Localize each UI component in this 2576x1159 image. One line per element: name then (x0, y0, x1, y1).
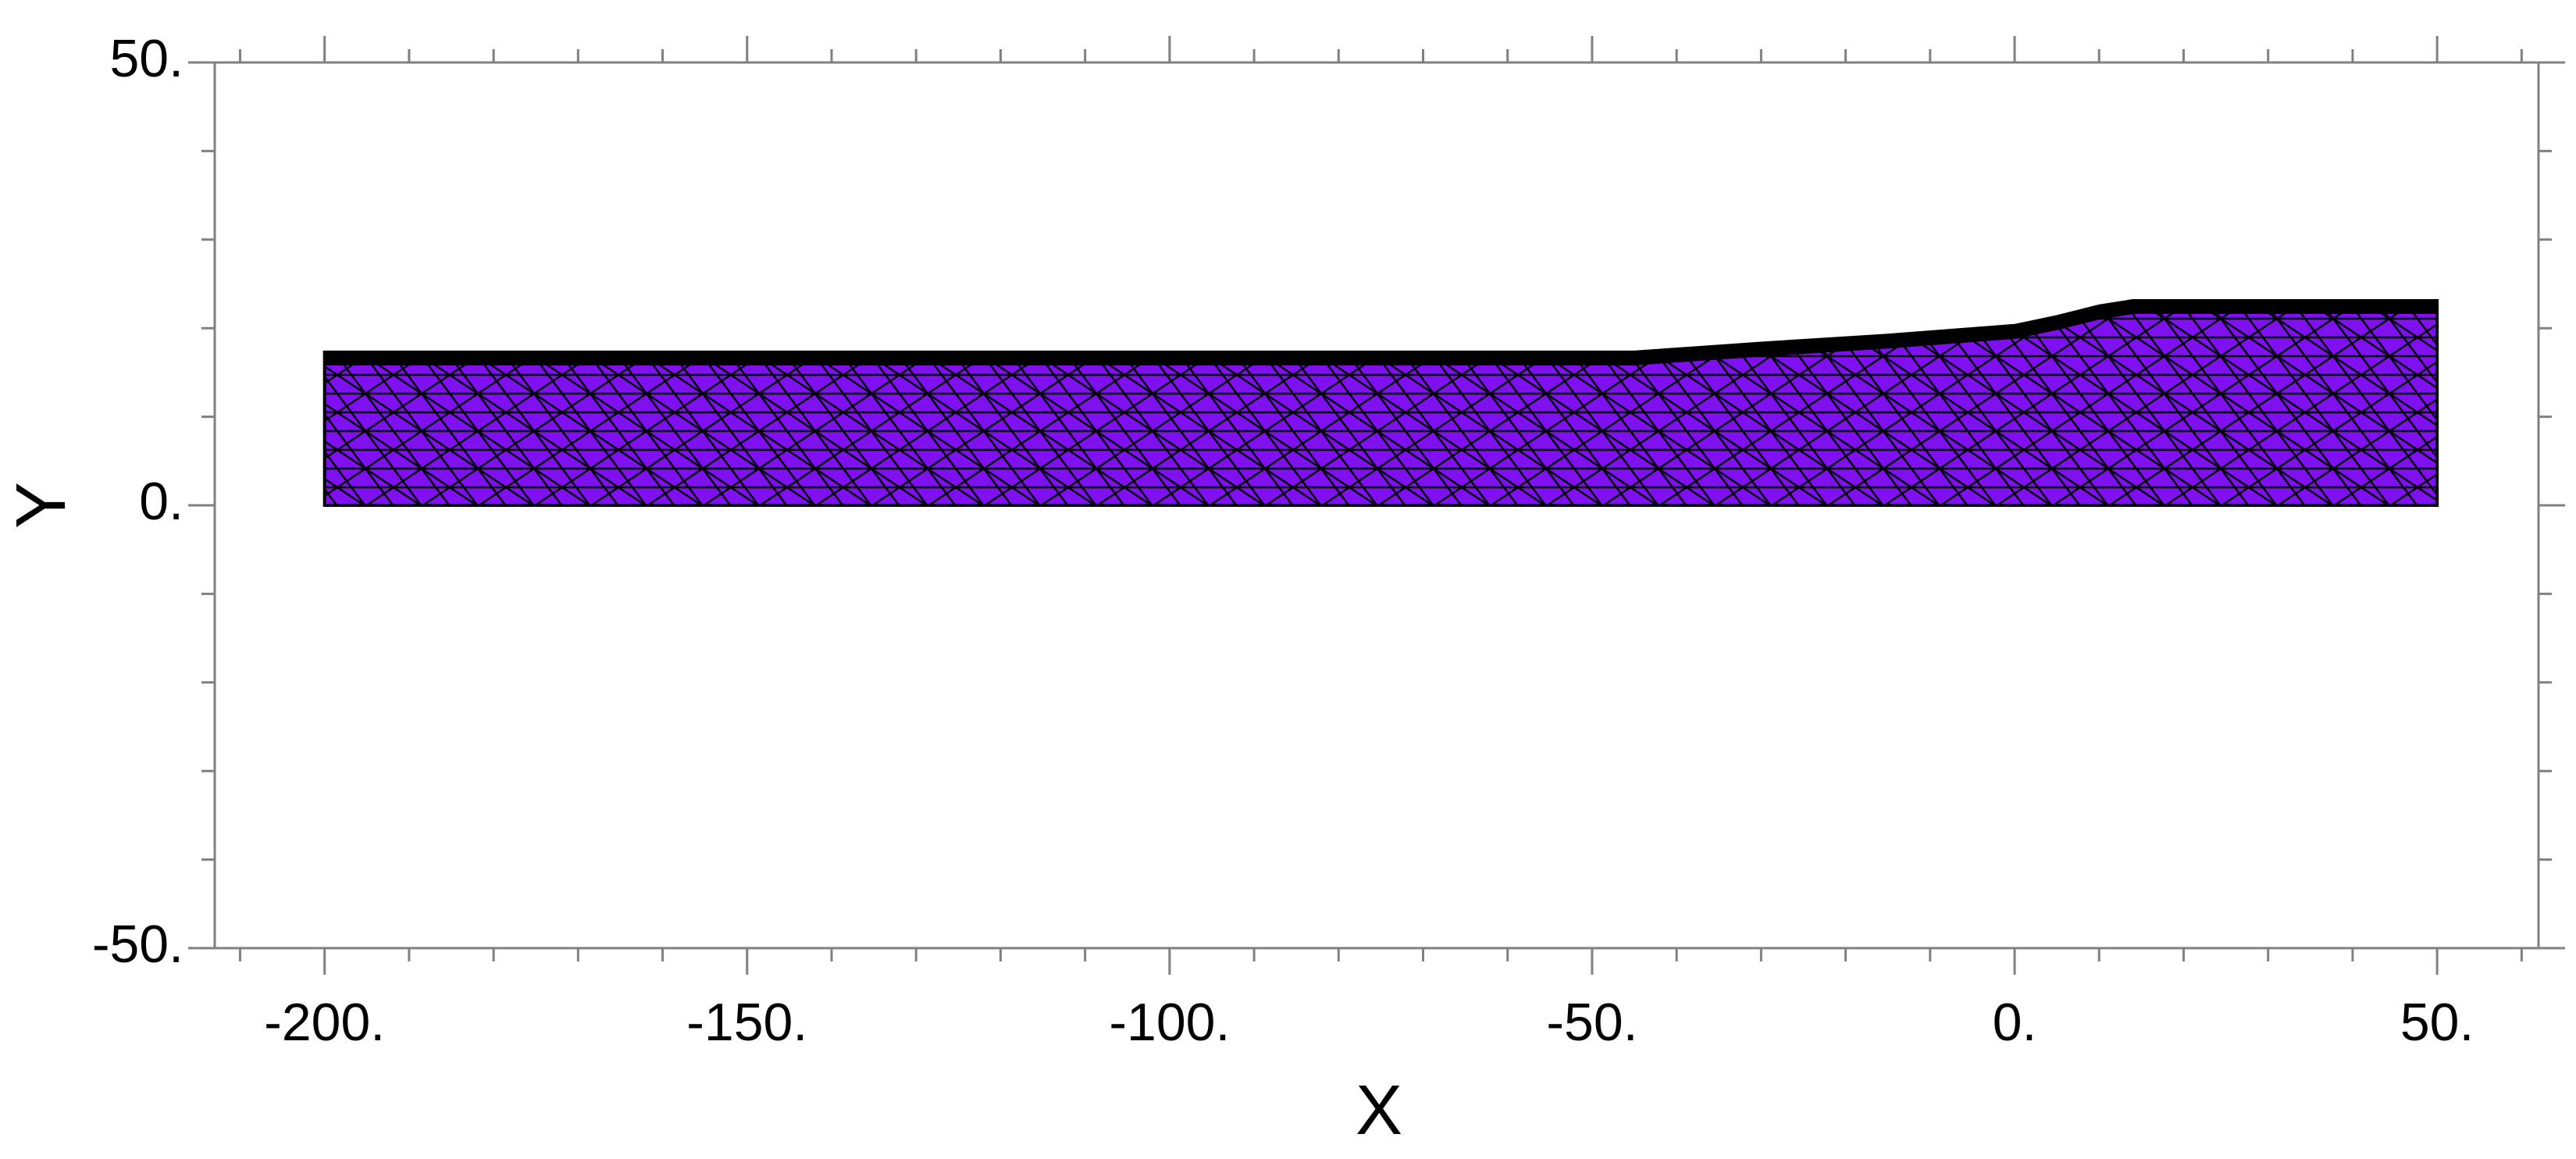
y-axis-label: Y (2, 482, 80, 529)
x-tick-label: -150. (686, 993, 807, 1052)
x-tick-label: -200. (264, 993, 385, 1052)
x-axis-label: X (1356, 1072, 1402, 1150)
x-tick-label: -100. (1109, 993, 1230, 1052)
x-tick-label: -50. (1546, 993, 1637, 1052)
mesh-dense-band (324, 301, 2438, 366)
y-tick-label: 0. (139, 472, 183, 531)
y-tick-label: 50. (109, 29, 183, 88)
x-tick-label: 0. (1993, 993, 2037, 1052)
x-tick-label: 50. (2400, 993, 2474, 1052)
mesh-outline (322, 299, 2439, 507)
mesh-edges (324, 301, 2438, 505)
y-tick-label: -50. (92, 915, 183, 974)
